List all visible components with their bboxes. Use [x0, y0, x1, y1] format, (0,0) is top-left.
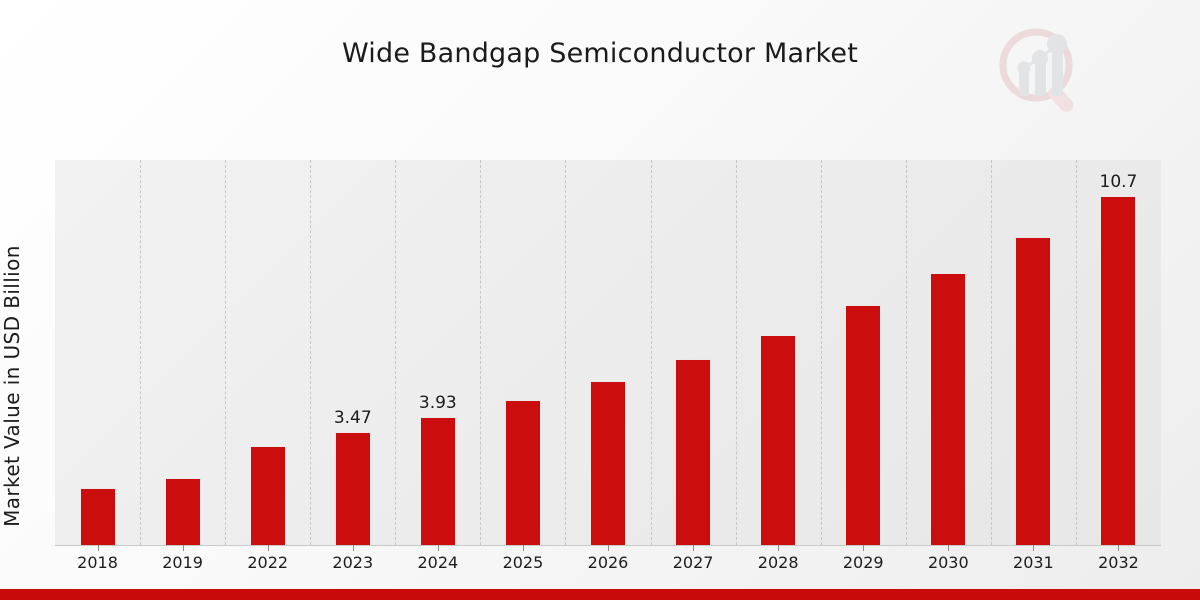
- x-tick-label: 2025: [502, 553, 544, 572]
- bar[interactable]: [760, 335, 797, 545]
- x-tick-label: 2026: [587, 553, 629, 572]
- x-tick-label: 2027: [672, 553, 714, 572]
- bar[interactable]: [675, 359, 712, 545]
- bar[interactable]: [419, 417, 456, 545]
- bar-value-label: 3.47: [333, 408, 372, 428]
- x-tick-mark: [522, 545, 524, 551]
- bar[interactable]: [930, 273, 967, 545]
- bar[interactable]: [1015, 237, 1052, 545]
- bar-group: [991, 160, 1076, 545]
- bars-layer: 3.47 3.93 10.7: [55, 160, 1161, 545]
- bar[interactable]: [845, 305, 882, 545]
- bar-group: 3.93: [395, 160, 480, 545]
- x-tick-mark: [182, 545, 184, 551]
- bar-value-label: 3.93: [418, 393, 457, 413]
- x-tick-label: 2019: [162, 553, 203, 572]
- bar-group: [565, 160, 650, 545]
- x-tick-mark: [267, 545, 269, 551]
- bar-group: [906, 160, 991, 545]
- bar-group: [140, 160, 225, 545]
- bar-group: 3.47: [310, 160, 395, 545]
- x-tick-mark: [352, 545, 354, 551]
- bar[interactable]: [79, 488, 116, 545]
- x-tick-mark: [778, 545, 780, 551]
- x-tick-mark: [948, 545, 950, 551]
- x-tick-label: 2032: [1098, 553, 1139, 572]
- bar[interactable]: [249, 446, 286, 545]
- bar-value-label: 10.7: [1099, 172, 1138, 192]
- page-title: Wide Bandgap Semiconductor Market: [342, 38, 858, 69]
- x-tick-label: 2031: [1013, 553, 1054, 572]
- x-tick-label: 2022: [247, 553, 289, 572]
- bar-group: [55, 160, 140, 545]
- x-tick-mark: [97, 545, 99, 551]
- x-tick-mark: [437, 545, 439, 551]
- y-axis-title: Market Value in USD Billion: [0, 245, 24, 527]
- x-tick-label: 2028: [757, 553, 799, 572]
- x-tick-mark: [608, 545, 609, 551]
- bar[interactable]: [164, 478, 201, 545]
- x-tick-label: 2030: [927, 553, 969, 572]
- bar-group: 10.7: [1076, 160, 1161, 545]
- bar-group: [225, 160, 310, 545]
- bar-group: [736, 160, 821, 545]
- x-tick-label: 2029: [842, 553, 884, 572]
- bar-group: [480, 160, 565, 545]
- x-tick-mark: [1033, 545, 1035, 551]
- plot-area: 3.47 3.93 10.7: [55, 160, 1161, 546]
- footer-accent-bar: [0, 589, 1200, 600]
- bar[interactable]: [334, 432, 371, 545]
- x-tick-mark: [863, 545, 865, 551]
- magnifier-bar-chart-logo-icon: [993, 22, 1089, 118]
- x-tick-label: 2018: [77, 553, 118, 572]
- x-tick-mark: [693, 545, 695, 551]
- bar-group: [651, 160, 736, 545]
- x-axis: 2018 2019 2022 2023 2024 2025 2026 2027 2028 2029…: [55, 545, 1161, 575]
- bar[interactable]: [504, 400, 541, 545]
- x-tick-mark: [1118, 545, 1120, 551]
- bar[interactable]: [1100, 196, 1137, 545]
- bar[interactable]: [589, 381, 626, 545]
- x-tick-label: 2023: [332, 553, 374, 572]
- bar-group: [821, 160, 906, 545]
- x-tick-label: 2024: [417, 553, 459, 572]
